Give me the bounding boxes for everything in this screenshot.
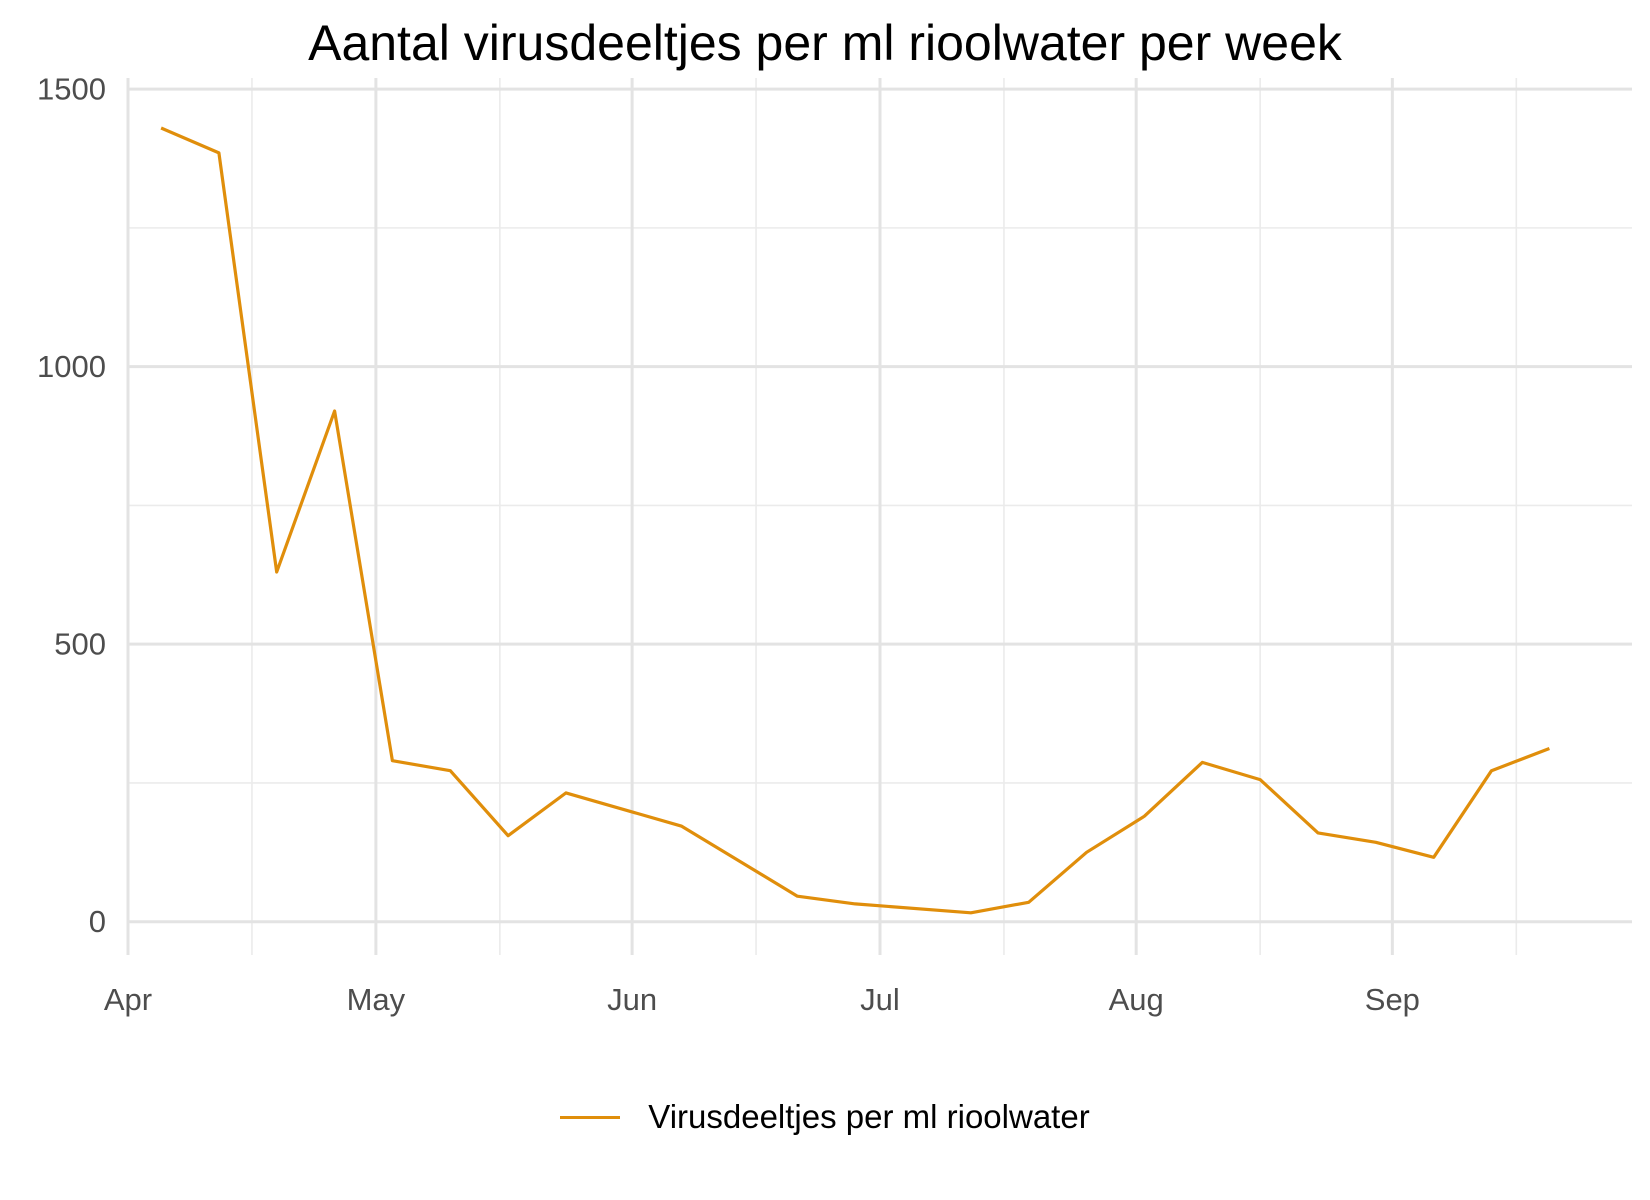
x-tick-label: May: [347, 982, 406, 1017]
series-line: [160, 126, 1550, 915]
y-tick-label: 500: [54, 627, 106, 662]
y-tick-label: 1500: [37, 72, 106, 107]
x-tick-label: Jun: [607, 982, 657, 1017]
x-tick-label: Sep: [1365, 982, 1420, 1017]
grid-lines: [126, 78, 1632, 955]
chart-title: Aantal virusdeeltjes per ml rioolwater p…: [308, 15, 1342, 71]
x-tick-label: Jul: [860, 982, 900, 1017]
y-tick-label: 1000: [37, 349, 106, 384]
legend-key-line: [560, 1115, 621, 1119]
series-lines: [160, 126, 1550, 915]
x-tick-label: Aug: [1109, 982, 1164, 1017]
y-tick-label: 0: [89, 904, 106, 939]
legend: Virusdeeltjes per ml rioolwater: [0, 1098, 1650, 1136]
x-tick-label: Apr: [104, 982, 152, 1017]
legend-label: Virusdeeltjes per ml rioolwater: [648, 1098, 1090, 1135]
axis-tick-labels: 0 500 1000 1500 Apr May Jun Jul Aug Sep: [37, 72, 1420, 1017]
